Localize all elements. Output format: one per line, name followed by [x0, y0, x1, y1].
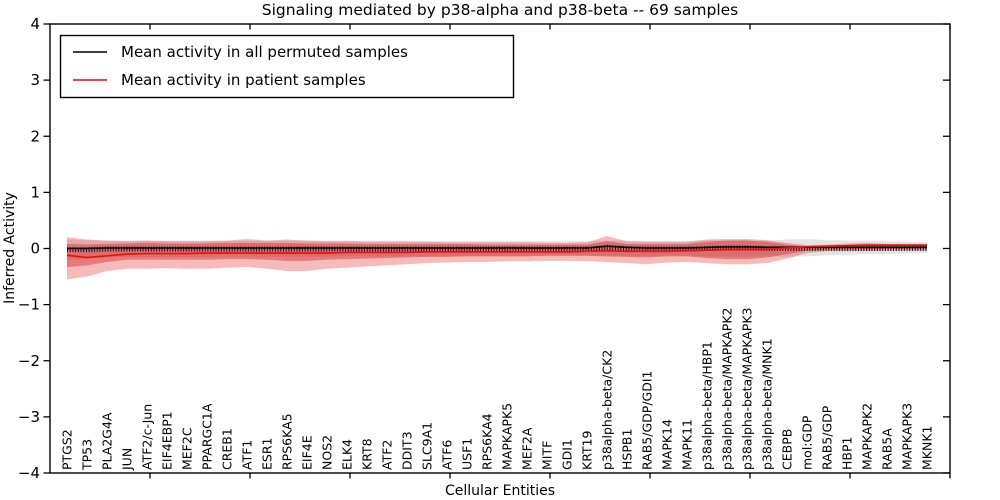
x-category-label: SLC9A1 — [420, 422, 435, 470]
x-category-label: MEF2C — [180, 427, 195, 470]
x-category-label: ATF2 — [380, 440, 395, 470]
x-category-label: p38alpha-beta/HBP1 — [700, 341, 715, 470]
x-category-label: DDIT3 — [400, 431, 415, 470]
y-tick-label: −2 — [18, 352, 40, 370]
x-category-label: MAPKAPK3 — [900, 403, 915, 470]
y-tick-label: 2 — [30, 127, 40, 145]
x-category-label: EIF4EBP1 — [160, 411, 175, 470]
lines-layer — [66, 244, 927, 259]
x-category-label: ATF2/c-Jun — [140, 404, 155, 470]
x-category-label: KRT8 — [360, 438, 375, 470]
x-category-label: RAB5A — [880, 428, 895, 470]
x-category-label: MITF — [540, 441, 555, 470]
legend-patient-label: Mean activity in patient samples — [121, 71, 366, 89]
x-category-label: CREB1 — [220, 428, 235, 470]
y-tick-label: 4 — [30, 15, 40, 33]
x-category-label: MKNK1 — [920, 426, 935, 470]
permuted-mean-markers — [67, 244, 927, 253]
y-tick-label: 0 — [30, 240, 40, 258]
x-category-label: NOS2 — [320, 435, 335, 470]
y-tick-label: −3 — [18, 408, 40, 426]
x-category-label: mol:GDP — [800, 415, 815, 470]
x-category-label: HSPB1 — [620, 429, 635, 470]
x-category-label: p38alpha-beta/MAPKAPK3 — [740, 308, 755, 471]
y-tick-label: 3 — [30, 71, 40, 89]
x-category-label: p38alpha-beta/MAPKAPK2 — [720, 308, 735, 471]
x-category-label: USF1 — [460, 438, 475, 470]
legend: Mean activity in all permuted samples Me… — [59, 34, 515, 99]
axes-layer: 4 3 2 1 0 −1 −2 −3 −4 PTGS2 TP53 PLA2G4A JUN ATF2/c-J… — [18, 15, 951, 482]
x-category-label: EIF4E — [300, 435, 315, 470]
x-category-label: JUN — [120, 448, 135, 471]
x-category-label: RPS6KA4 — [480, 413, 495, 470]
x-category-label: PTGS2 — [60, 429, 75, 470]
x-category-label: GDI1 — [560, 439, 575, 470]
patient-mean-line — [66, 244, 927, 259]
legend-box — [59, 34, 515, 99]
x-category-label: KRT19 — [580, 430, 595, 470]
plot-border — [49, 23, 951, 474]
x-category-label: TP53 — [80, 439, 95, 471]
x-category-label: MAPKAPK2 — [860, 403, 875, 470]
x-category-label: ATF1 — [240, 440, 255, 470]
x-category-label: p38alpha-beta/CK2 — [600, 350, 615, 470]
legend-permuted-label: Mean activity in all permuted samples — [121, 43, 408, 61]
x-category-label: p38alpha-beta/MNK1 — [760, 338, 775, 470]
x-category-label: PPARGC1A — [200, 403, 215, 470]
x-category-label: MAPKAPK5 — [500, 403, 515, 470]
x-category-label: MEF2A — [520, 427, 535, 470]
x-category-label: MAPK11 — [680, 419, 695, 470]
x-category-label: ATF6 — [440, 440, 455, 470]
y-tick-label: −1 — [18, 296, 40, 314]
x-category-label: PLA2G4A — [100, 412, 115, 470]
chart-title: Signaling mediated by p38-alpha and p38-… — [262, 1, 738, 19]
x-category-label: MAPK14 — [660, 419, 675, 470]
x-category-label: RAB5/GDP — [820, 405, 835, 470]
x-category-label: HBP1 — [840, 437, 855, 470]
x-category-label: RAB5/GDP/GDI1 — [640, 371, 655, 470]
bands-layer — [67, 236, 927, 280]
x-category-label: ESR1 — [260, 438, 275, 470]
x-category-label: CEBPB — [780, 429, 795, 470]
x-category-label: ELK4 — [340, 439, 355, 470]
y-axis-title: Inferred Activity — [2, 192, 18, 304]
x-axis-title: Cellular Entities — [445, 483, 555, 499]
x-category-label: RPS6KA5 — [280, 413, 295, 470]
y-tick-label: 1 — [30, 183, 40, 201]
y-tick-label: −4 — [18, 464, 40, 482]
